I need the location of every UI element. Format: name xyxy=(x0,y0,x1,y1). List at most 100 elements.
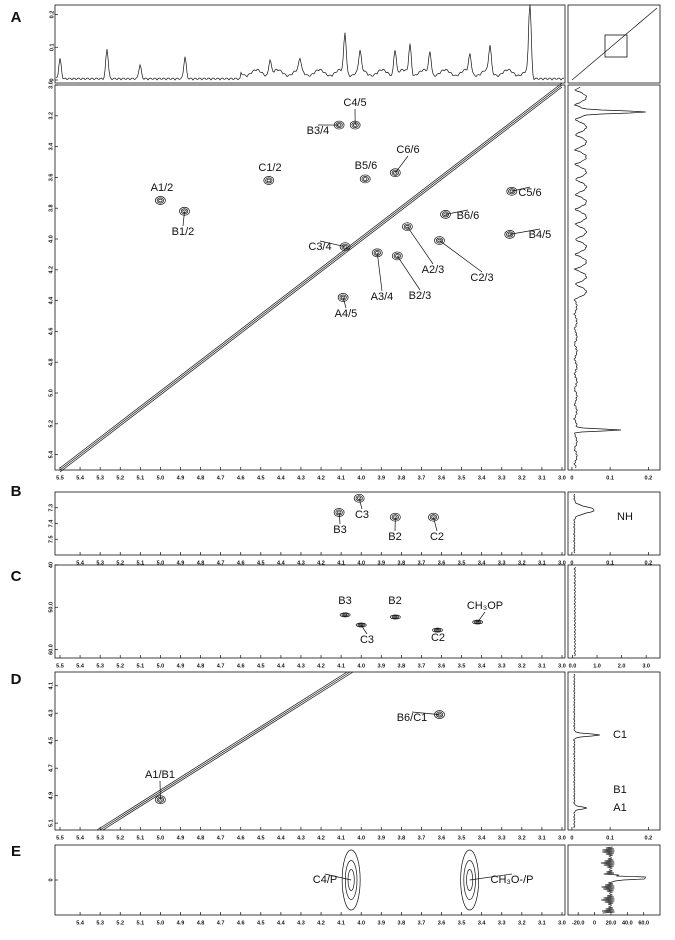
x-tick-label: 5.1 xyxy=(136,920,144,926)
y-tick-label: 0 xyxy=(48,878,54,881)
diagonal xyxy=(102,671,354,831)
spectrum-box xyxy=(54,84,566,471)
x-tick-label: 3.4 xyxy=(478,475,487,481)
contour-peak xyxy=(434,710,445,719)
contour-peak xyxy=(341,243,349,250)
spectrum-box xyxy=(54,671,566,831)
contour-peak xyxy=(339,612,351,618)
leader-line xyxy=(319,240,346,248)
y-tick-label: 5.4 xyxy=(48,450,54,459)
y-tick-label: 4.0 xyxy=(48,235,54,243)
y-tick-label: 4.3 xyxy=(48,709,54,717)
y-tick-label: 60.0 xyxy=(48,644,54,655)
projection-box xyxy=(567,84,661,471)
side-tick-label: 0.1 xyxy=(606,475,614,481)
x-tick-label: 4.2 xyxy=(317,560,325,566)
x-tick-label: 5.1 xyxy=(136,560,144,566)
contour-peak xyxy=(389,168,401,178)
contour-peak xyxy=(155,196,166,205)
x-tick-label: 3.6 xyxy=(438,663,446,669)
side-tick-label: 2.0 xyxy=(618,663,626,669)
contour-peak xyxy=(363,177,368,181)
projection-trace xyxy=(572,673,600,829)
contour-peak xyxy=(432,627,443,633)
leader-line xyxy=(395,155,409,173)
peak-label: B2 xyxy=(388,595,401,607)
x-tick-label: 4.5 xyxy=(257,475,265,481)
leader-line xyxy=(182,211,185,227)
contour-peak xyxy=(156,197,164,204)
contour-peak xyxy=(266,178,271,183)
x-tick-label: 3.9 xyxy=(377,920,385,926)
leader-line xyxy=(397,255,421,291)
x-tick-label: 5.3 xyxy=(96,663,104,669)
y-tick-label: 3.6 xyxy=(48,174,54,182)
contour-peak xyxy=(359,623,364,627)
x-tick-label: 4.8 xyxy=(197,560,205,566)
x-tick-label: 5.2 xyxy=(116,560,124,566)
x-tick-label: 4.2 xyxy=(317,920,325,926)
x-tick-label: 3.8 xyxy=(398,663,406,669)
peak-label: C5/6 xyxy=(518,187,541,199)
projection-label: A1 xyxy=(613,802,626,814)
side-tick-label: 1.0 xyxy=(593,663,601,669)
x-tick-label: 4.9 xyxy=(177,835,185,841)
y-tick-label: 5.0 xyxy=(48,389,54,397)
contour-peak xyxy=(435,629,440,632)
x-tick-label: 4.1 xyxy=(337,663,345,669)
contour-peak xyxy=(359,174,371,184)
x-tick-label: 3.7 xyxy=(418,920,426,926)
x-tick-label: 3.2 xyxy=(518,835,526,841)
x-tick-label: 4.2 xyxy=(317,835,325,841)
x-tick-label: 4.4 xyxy=(277,663,286,669)
x-tick-label: 4.6 xyxy=(237,560,245,566)
y-tick-label: 3.8 xyxy=(48,204,54,212)
x-tick-label: 5.3 xyxy=(96,835,104,841)
contour-peak xyxy=(391,169,399,176)
peak-label: B3 xyxy=(333,524,346,536)
peak-label: CH₃OP xyxy=(467,600,503,612)
projection-trace xyxy=(600,846,646,914)
x-tick-label: 3.1 xyxy=(538,475,546,481)
x-tick-label: 3.4 xyxy=(478,560,487,566)
x-tick-label: 5.4 xyxy=(76,475,85,481)
side-tick-label: 0.2 xyxy=(645,835,653,841)
x-tick-label: 4.0 xyxy=(357,835,365,841)
peak-label: B6/C1 xyxy=(397,712,428,724)
projection-label: C1 xyxy=(613,729,627,741)
x-tick-label: 3.3 xyxy=(498,475,506,481)
side-tick-label: 0 xyxy=(593,920,596,926)
leader-line xyxy=(439,240,483,273)
x-tick-label: 3.1 xyxy=(538,663,546,669)
contour-peak xyxy=(389,614,401,620)
y-tick-label: 3.0 xyxy=(48,81,54,89)
contour-peak xyxy=(263,176,275,185)
spectrum-box xyxy=(54,564,566,659)
contour-peak xyxy=(405,224,410,229)
x-tick-label: 4.9 xyxy=(177,663,185,669)
x-tick-label: 4.7 xyxy=(217,920,225,926)
contour-peak xyxy=(337,293,349,302)
panel-label: B xyxy=(11,483,22,500)
leader-line xyxy=(509,228,541,235)
x-tick-label: 5.4 xyxy=(76,560,85,566)
x-tick-label: 3.6 xyxy=(438,560,446,566)
peak-label: B3/4 xyxy=(307,125,330,137)
x-tick-label: 4.6 xyxy=(237,663,245,669)
contour-peak xyxy=(361,175,369,182)
x-tick-label: 4.6 xyxy=(237,835,245,841)
contour-peak xyxy=(508,188,516,195)
x-tick-label: 5.1 xyxy=(136,835,144,841)
peak-label: C3 xyxy=(360,634,374,646)
peak-label: C6/6 xyxy=(396,144,419,156)
x-tick-label: 4.8 xyxy=(197,663,205,669)
x-tick-label: 3.5 xyxy=(458,475,466,481)
x-tick-label: 3.8 xyxy=(398,835,406,841)
x-tick-label: 4.3 xyxy=(297,920,305,926)
leader-line xyxy=(433,517,438,532)
y-tick-label: 7.5 xyxy=(48,535,54,543)
peak-label: B5/6 xyxy=(355,160,378,172)
leader-line xyxy=(407,226,434,265)
side-tick-label: 0 xyxy=(570,475,573,481)
peak-label: A2/3 xyxy=(422,264,445,276)
